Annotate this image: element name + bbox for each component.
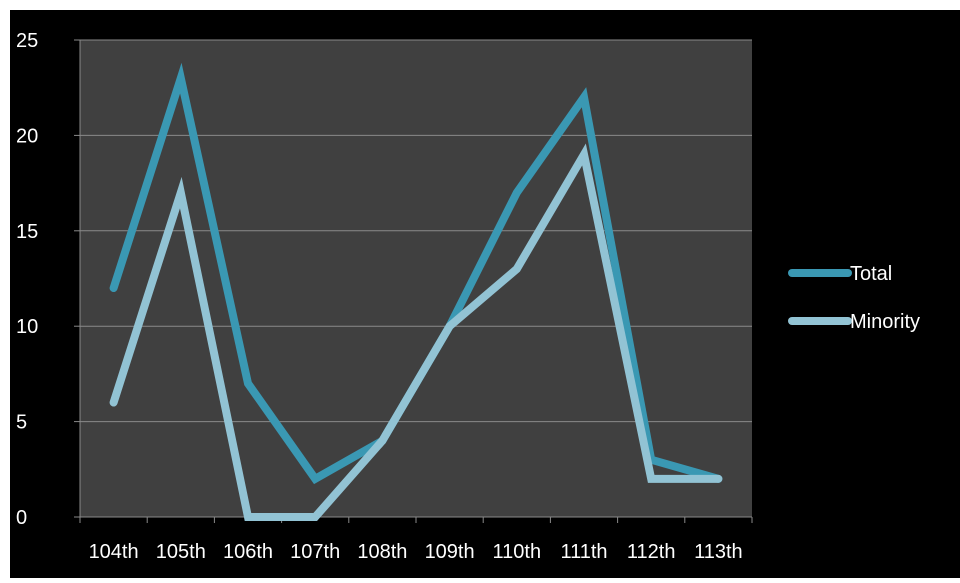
legend-label: Minority <box>850 311 920 333</box>
x-tick-label: 109th <box>425 541 475 563</box>
x-tick-label: 105th <box>156 541 206 563</box>
y-tick-label: 20 <box>16 125 38 147</box>
x-tick-label: 113th <box>694 541 743 563</box>
y-tick-label: 0 <box>16 507 27 529</box>
x-tick-label: 112th <box>627 541 676 563</box>
y-tick-label: 25 <box>16 30 38 52</box>
y-tick-label: 5 <box>16 412 27 434</box>
x-tick-label: 110th <box>493 541 542 563</box>
x-tick-label: 106th <box>223 541 273 563</box>
legend-label: Total <box>850 263 892 285</box>
x-tick-label: 108th <box>357 541 407 563</box>
x-tick-label: 107th <box>290 541 340 563</box>
y-tick-label: 10 <box>16 316 38 338</box>
x-tick-label: 111th <box>560 541 607 563</box>
y-tick-label: 15 <box>16 221 38 243</box>
x-tick-label: 104th <box>89 541 139 563</box>
